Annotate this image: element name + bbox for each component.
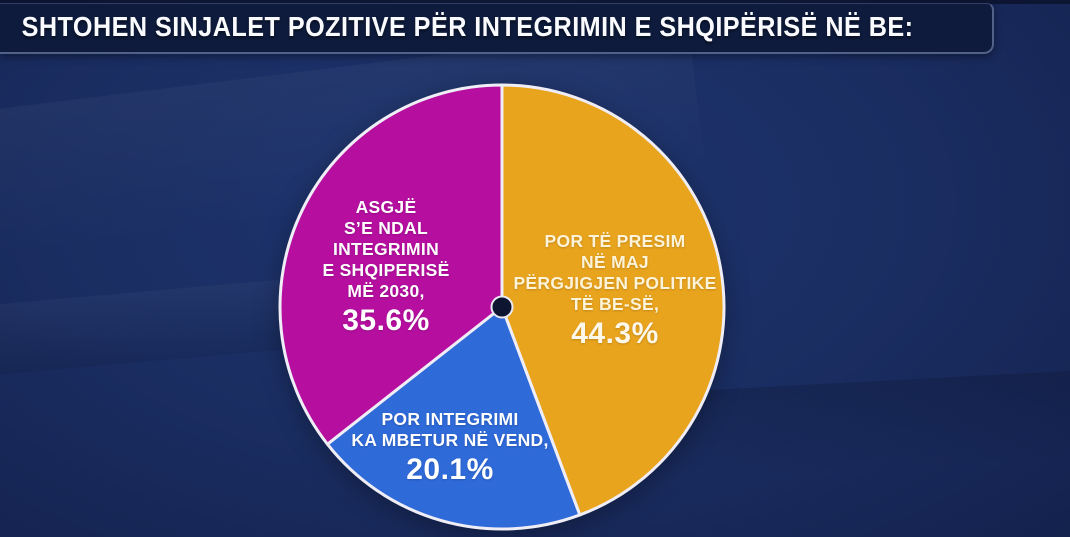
pie-label-line: TË BE-SË, — [570, 294, 660, 314]
pie-percent-magenta: 35.6% — [342, 304, 430, 337]
header-banner: SHTOHEN SINJALET POZITIVE PËR INTEGRIMIN… — [0, 3, 994, 54]
pie-slice-por-integrimi-ka-mbetur-ne-vend — [325, 305, 582, 531]
pie-label-line: KA MBETUR NË VEND, — [351, 430, 549, 450]
pie-label-line: S’E NDAL — [343, 218, 429, 238]
pie-slice-por-te-presim-ne-maj-pergjigjen-politike-te-be-se — [500, 83, 726, 517]
pie-label-magenta-slice: ASGJË S’E NDAL INTEGRIMIN E SHQIPERISË M… — [322, 197, 449, 338]
pie-label-line: ASGJË — [355, 197, 417, 217]
pie-label-line: POR INTEGRIMI — [381, 409, 519, 429]
pie-label-blue-slice: POR INTEGRIMI KA MBETUR NË VEND, 20.1% — [351, 409, 548, 487]
pie-label-line: INTEGRIMIN — [332, 239, 440, 259]
pie-percent-orange: 44.3% — [571, 317, 659, 350]
page-title: SHTOHEN SINJALET POZITIVE PËR INTEGRIMIN… — [21, 11, 914, 42]
top-edge-shade — [0, 0, 1070, 4]
pie-center-dot — [490, 295, 514, 319]
pie-label-line: NË MAJ — [581, 252, 649, 272]
pie-label-line: MË 2030, — [347, 281, 425, 301]
pie-percent-blue: 20.1% — [406, 453, 494, 486]
pie-label-orange-slice: POR TË PRESIM NË MAJ PËRGJIGJEN POLITIKE… — [513, 231, 716, 351]
pie-label-line: PËRGJIGJEN POLITIKE — [513, 273, 717, 293]
pie-label-line: POR TË PRESIM — [544, 231, 686, 251]
pie-slice-asgje-se-ndal-integrimin-e-shqiperise-me-2030 — [278, 83, 504, 446]
pie-label-line: E SHQIPERISË — [322, 260, 450, 280]
